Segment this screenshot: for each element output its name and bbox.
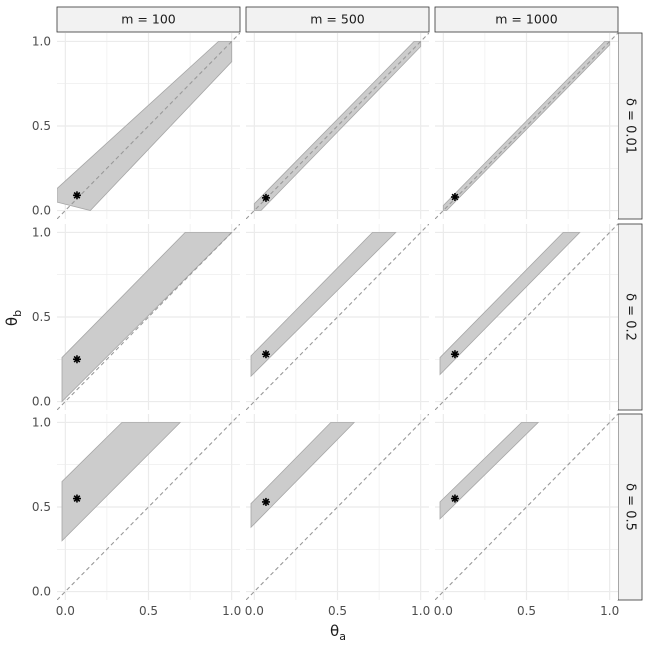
facet-panel: [246, 414, 429, 600]
facet-panel: [57, 224, 240, 410]
facet-panel: [57, 414, 240, 600]
y-tick-label: 0.5: [32, 500, 51, 514]
row-strip-box: [617, 32, 643, 220]
y-tick-label: 0.5: [32, 119, 51, 133]
data-point: [261, 350, 270, 359]
x-axis-title-main: θ: [330, 622, 339, 640]
data-point-stroke: [262, 350, 270, 358]
facet-panel: [435, 224, 618, 410]
data-point: [261, 193, 270, 202]
reference-line: [246, 33, 429, 219]
column-strip-label: m = 100: [121, 12, 176, 27]
y-tick-label: 1.0: [32, 34, 51, 48]
data-point: [450, 193, 459, 202]
column-strip: m = 500: [245, 6, 430, 33]
x-axis-title: θa: [330, 622, 346, 643]
y-axis-title-subscript: b: [11, 310, 24, 317]
x-tick-label: 1.0: [411, 604, 430, 618]
y-tick-label: 0.0: [32, 204, 51, 218]
data-point-stroke: [73, 495, 81, 502]
facet-panel: [246, 224, 429, 410]
data-point: [450, 350, 459, 359]
y-tick-label: 1.0: [32, 225, 51, 239]
column-strip: m = 100: [56, 6, 241, 33]
data-point: [261, 497, 270, 506]
x-tick-label: 0.0: [56, 604, 75, 618]
reference-line: [435, 33, 618, 219]
confidence-band: [61, 232, 233, 403]
column-strip-label: m = 500: [310, 12, 365, 27]
data-point: [72, 494, 81, 503]
data-point-stroke: [262, 498, 270, 506]
confidence-band: [61, 422, 182, 542]
row-strip-label: δ = 0.01: [623, 98, 638, 154]
panel-content: [57, 224, 240, 410]
row-strip-box: [617, 223, 643, 411]
row-strip: δ = 0.5: [617, 413, 643, 601]
reference-line: [57, 224, 240, 410]
panel-content: [246, 224, 429, 410]
column-strip-box: [56, 6, 241, 33]
column-strip: m = 1000: [434, 6, 619, 33]
y-axis-title-main: θ: [3, 317, 21, 326]
row-strip-label: δ = 0.5: [623, 483, 638, 531]
reference-line: [435, 224, 618, 410]
data-point-stroke: [451, 193, 459, 201]
x-tick-label: 0.5: [139, 604, 158, 618]
facet-panel: [435, 33, 618, 219]
row-strip: δ = 0.01: [617, 32, 643, 220]
confidence-band: [250, 422, 356, 529]
reference-line: [246, 414, 429, 600]
data-point-stroke: [451, 350, 459, 358]
confidence-band: [439, 422, 540, 520]
data-point: [72, 191, 81, 200]
panel-content: [435, 224, 618, 410]
data-point-stroke: [451, 495, 459, 502]
panel-content: [246, 33, 429, 219]
x-tick-label: 1.0: [222, 604, 241, 618]
facet-panel: [246, 33, 429, 219]
x-tick-label: 1.0: [600, 604, 619, 618]
confidence-band: [250, 232, 397, 378]
data-point: [72, 355, 81, 364]
panel-content: [246, 414, 429, 600]
y-axis-title: θb: [3, 310, 24, 326]
reference-line: [435, 414, 618, 600]
panel-content: [57, 414, 240, 600]
y-tick-label: 0.5: [32, 310, 51, 324]
panel-content: [435, 414, 618, 600]
data-point: [450, 494, 459, 503]
y-tick-label: 0.0: [32, 395, 51, 409]
reference-line: [57, 414, 240, 600]
panel-content: [57, 33, 240, 219]
column-strip-box: [245, 6, 430, 33]
x-tick-label: 0.5: [517, 604, 536, 618]
confidence-band: [439, 232, 581, 376]
row-strip: δ = 0.2: [617, 223, 643, 411]
row-strip-label: δ = 0.2: [623, 293, 638, 341]
confidence-band: [57, 41, 233, 211]
panel-content: [435, 33, 618, 219]
column-strip-box: [434, 6, 619, 33]
x-tick-label: 0.5: [328, 604, 347, 618]
x-axis-title-subscript: a: [339, 630, 346, 643]
data-point-stroke: [73, 191, 81, 199]
x-tick-label: 0.0: [245, 604, 264, 618]
reference-line: [246, 224, 429, 410]
data-point-stroke: [262, 194, 270, 202]
y-tick-label: 0.0: [32, 585, 51, 599]
facet-panel: [435, 414, 618, 600]
facet-panel: [57, 33, 240, 219]
x-tick-label: 0.0: [434, 604, 453, 618]
reference-line: [57, 33, 240, 219]
y-tick-label: 1.0: [32, 415, 51, 429]
data-point-stroke: [73, 355, 81, 363]
column-strip-label: m = 1000: [495, 12, 557, 27]
